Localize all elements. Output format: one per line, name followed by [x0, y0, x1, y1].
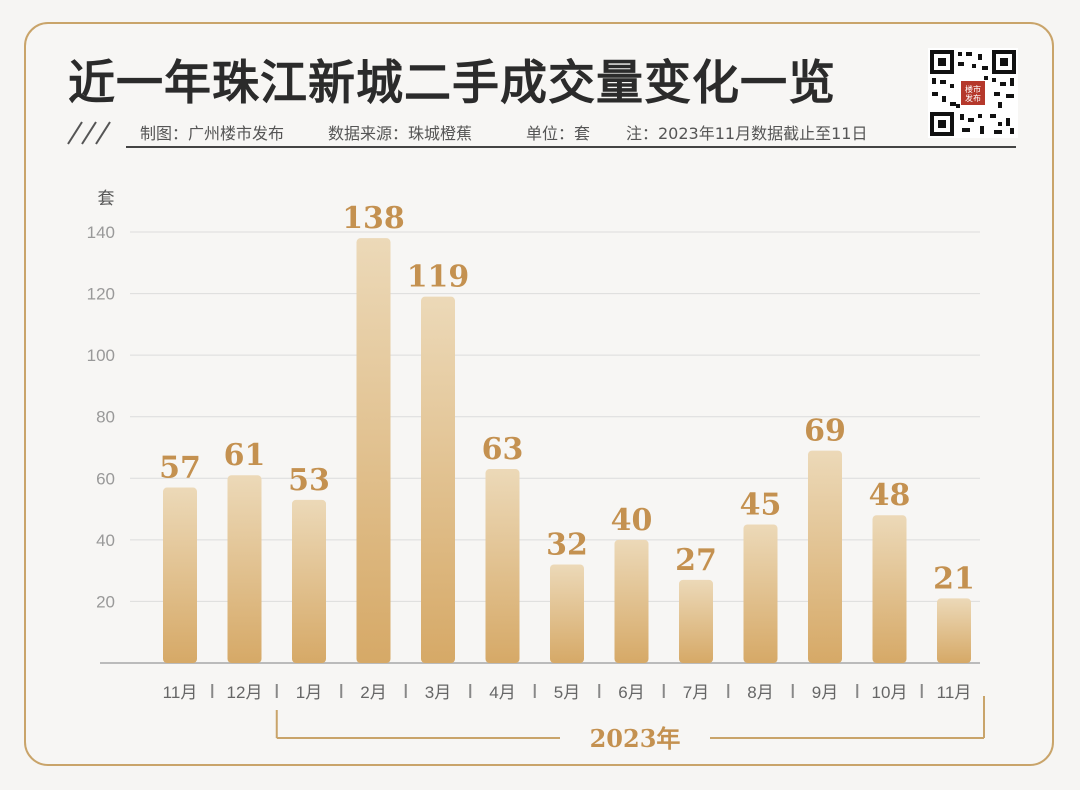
- bar-value-label: 119: [407, 260, 470, 295]
- bar: [227, 475, 262, 663]
- bar: [808, 450, 842, 663]
- bar-value-label: 61: [224, 438, 266, 473]
- bar-value-label: 40: [611, 503, 653, 538]
- bar: [937, 598, 971, 663]
- bar: [292, 499, 326, 663]
- y-tick-label: 40: [96, 531, 115, 550]
- y-tick-label: 140: [87, 223, 115, 242]
- bar-value-label: 45: [740, 487, 782, 522]
- header-divider: [126, 146, 1016, 148]
- x-tick-label: 7月: [683, 683, 709, 702]
- bar-value-label: 53: [288, 463, 330, 498]
- x-tick-label: 1月: [296, 683, 322, 702]
- x-tick-label: 2月: [360, 683, 386, 702]
- x-tick-label: 5月: [554, 683, 580, 702]
- x-tick-label: 12月: [227, 683, 263, 702]
- bar-value-label: 48: [869, 478, 911, 513]
- bar: [679, 579, 713, 663]
- y-tick-label: 80: [96, 408, 115, 427]
- meta-source: 数据来源：珠城橙蕉: [328, 124, 473, 143]
- x-tick-label: 9月: [812, 683, 838, 702]
- y-tick-label: 60: [96, 469, 115, 488]
- bar: [421, 296, 455, 663]
- x-tick-label: 10月: [872, 683, 908, 702]
- y-axis-label: 套: [98, 189, 115, 208]
- bar-value-label: 27: [675, 543, 717, 578]
- bar: [485, 469, 520, 663]
- y-tick-label: 100: [87, 346, 115, 365]
- x-tick-label: 3月: [425, 683, 451, 702]
- x-tick-label: 11月: [937, 683, 972, 702]
- bar: [356, 238, 391, 663]
- x-tick-label: 8月: [747, 683, 773, 702]
- y-tick-label: 20: [96, 592, 115, 611]
- meta-note: 注：2023年11月数据截止至11日: [626, 124, 868, 143]
- qr-stamp-line-2: 发布: [965, 93, 981, 103]
- page-title: 近一年珠江新城二手成交量变化一览: [68, 56, 836, 111]
- bar: [550, 564, 584, 663]
- meta-producer: 制图：广州楼市发布: [140, 124, 285, 143]
- y-tick-label: 120: [87, 285, 115, 304]
- bar-value-label: 21: [933, 561, 975, 596]
- x-tick-label: 6月: [618, 683, 644, 702]
- bar-value-label: 69: [804, 414, 846, 449]
- bar: [614, 539, 649, 663]
- bar-value-label: 63: [482, 432, 524, 467]
- x-tick-label: 4月: [489, 683, 515, 702]
- slash-decoration-icon: [67, 121, 111, 145]
- bar-value-label: 57: [159, 451, 201, 486]
- bar-value-label: 138: [342, 201, 405, 236]
- qr-stamp-line-1: 楼市: [965, 84, 981, 94]
- bar: [872, 515, 907, 663]
- year-bracket-label: 2023年: [590, 724, 681, 753]
- bar: [163, 487, 197, 663]
- meta-unit: 单位：套: [526, 124, 591, 143]
- qr-code-icon: 楼市 发布: [928, 48, 1018, 138]
- x-tick-label: 11月: [163, 683, 198, 702]
- bar: [743, 524, 778, 663]
- bar-value-label: 32: [546, 527, 588, 562]
